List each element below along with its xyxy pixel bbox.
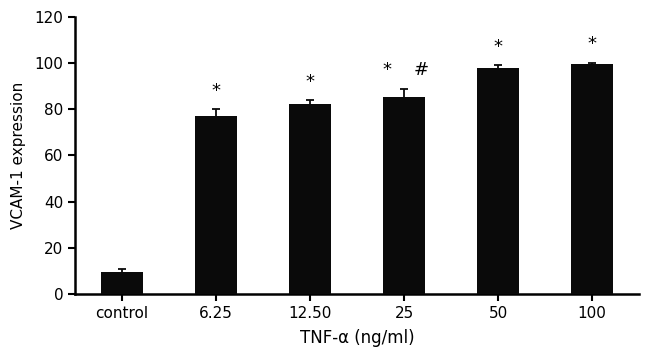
Text: *: *	[306, 73, 315, 91]
Bar	[383, 97, 425, 294]
X-axis label: TNF-α (ng/ml): TNF-α (ng/ml)	[300, 329, 414, 347]
Bar	[289, 103, 331, 294]
Bar	[571, 64, 613, 294]
Bar	[477, 68, 519, 294]
Bar	[101, 272, 143, 294]
Text: *: *	[588, 35, 597, 53]
Text: *: *	[493, 38, 502, 56]
Text: *: *	[383, 61, 391, 79]
Bar	[195, 116, 237, 294]
Text: *: *	[211, 82, 220, 100]
Y-axis label: VCAM-1 expression: VCAM-1 expression	[11, 82, 26, 229]
Text: #: #	[413, 61, 428, 79]
